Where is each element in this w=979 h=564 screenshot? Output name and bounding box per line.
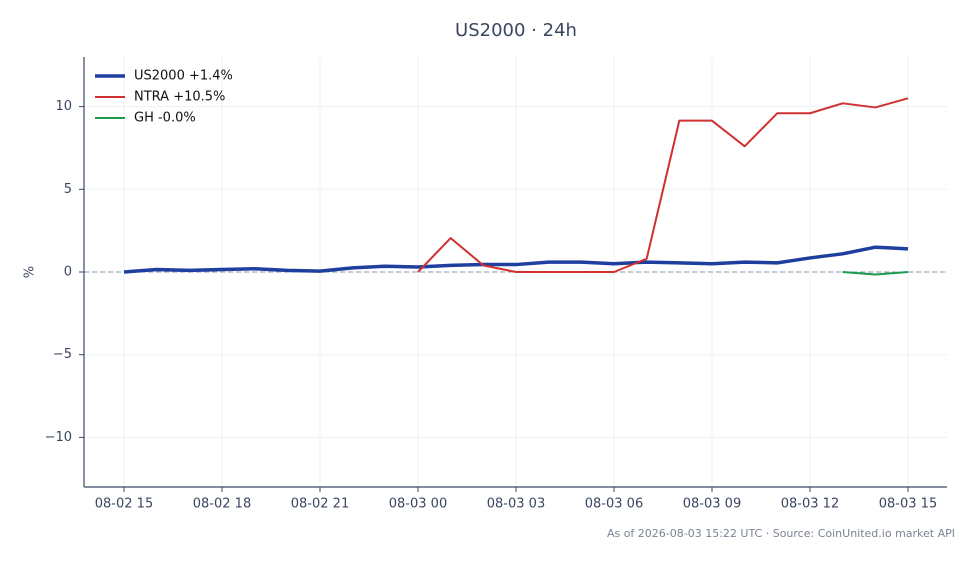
footer: As of 2026-08-03 15:22 UTC · Source: Coi…	[607, 527, 955, 540]
y-tick-label: −5	[53, 347, 72, 362]
x-tick-label: 08-03 09	[683, 497, 741, 512]
series-line	[417, 97, 909, 273]
legend-label: GH -0.0%	[134, 111, 196, 126]
y-tick-label: 5	[64, 182, 72, 197]
legend-label: NTRA +10.5%	[134, 90, 225, 105]
y-tick-label: 10	[55, 99, 72, 114]
y-tick-label: 0	[64, 265, 72, 280]
y-tick-label: −10	[45, 430, 72, 445]
x-tick-label: 08-02 21	[291, 497, 349, 512]
y-axis-label: %	[23, 266, 38, 278]
x-tick-label: 08-03 00	[389, 497, 447, 512]
x-tick-label: 08-03 06	[585, 497, 643, 512]
x-tick-label: 08-02 15	[95, 497, 153, 512]
series-line	[842, 271, 909, 276]
x-tick-label: 08-03 12	[781, 497, 839, 512]
chart-title: US2000 · 24h	[455, 20, 577, 41]
x-tick-label: 08-02 18	[193, 497, 251, 512]
legend-label: US2000 +1.4%	[134, 69, 233, 84]
x-tick-label: 08-03 15	[879, 497, 937, 512]
series-line	[123, 245, 909, 274]
x-tick-label: 08-03 03	[487, 497, 545, 512]
